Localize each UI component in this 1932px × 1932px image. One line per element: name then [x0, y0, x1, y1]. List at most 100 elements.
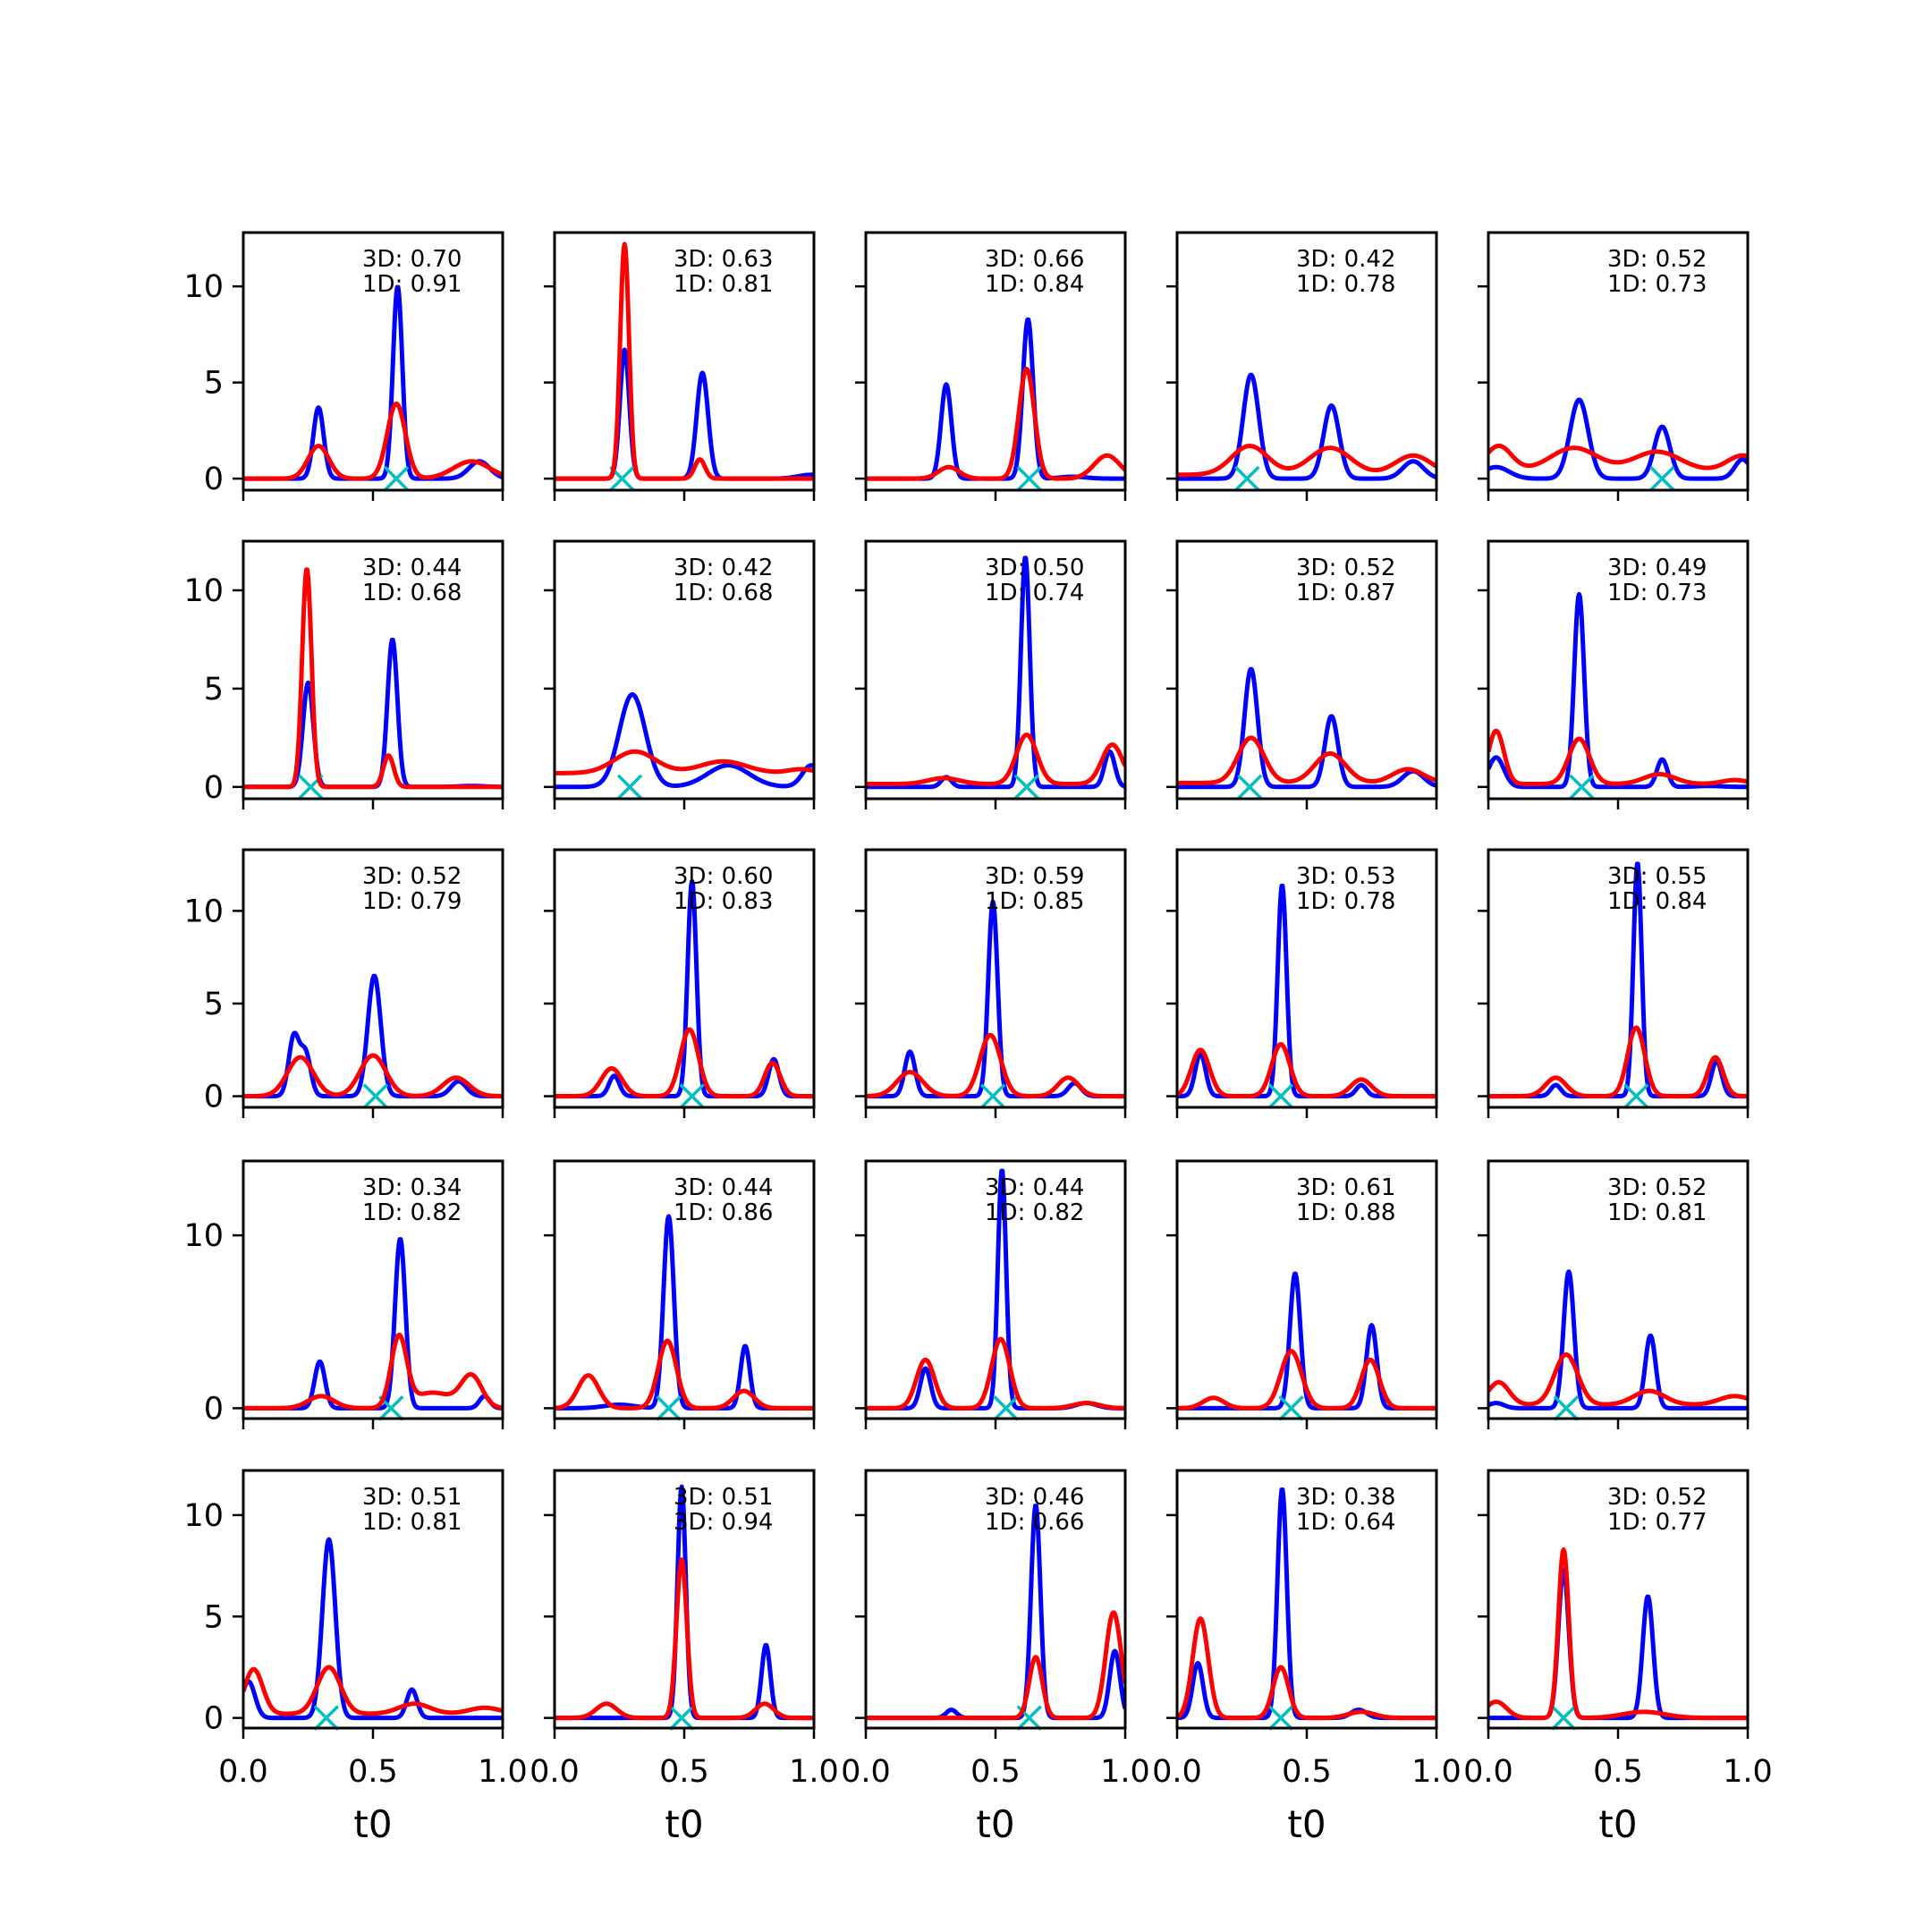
annotation-3d: 3D: 0.52 [1296, 555, 1395, 581]
red-series-line [1488, 1025, 1748, 1099]
annotation-1d: 1D: 0.78 [1296, 888, 1395, 915]
red-series-line [1488, 1546, 1748, 1721]
annotation-3d: 3D: 0.38 [1296, 1484, 1395, 1511]
x-axis-label: t0 [1598, 1802, 1637, 1846]
x-tick-label: 0.0 [530, 1754, 580, 1790]
x-tick-label: 0.0 [218, 1754, 268, 1790]
cross-marker [383, 465, 410, 492]
x-tick-label: 1.0 [789, 1754, 839, 1790]
x-tick-label: 0.0 [1152, 1754, 1202, 1790]
annotation-1d: 1D: 0.66 [985, 1509, 1084, 1536]
x-tick-label: 1.0 [1411, 1754, 1462, 1790]
cross-marker [616, 774, 643, 801]
red-series-line [866, 1610, 1125, 1721]
red-series-line [243, 567, 503, 790]
annotation-3d: 3D: 0.60 [674, 863, 773, 890]
x-tick-label: 0.5 [1282, 1754, 1332, 1790]
red-series-line [1177, 1042, 1436, 1099]
annotation-3d: 3D: 0.66 [985, 246, 1084, 273]
annotation-3d: 3D: 0.42 [1296, 246, 1395, 273]
cross-marker [1267, 1705, 1294, 1731]
blue-series-line [1488, 591, 1748, 790]
red-series-line [866, 1032, 1125, 1099]
blue-series-line [243, 1537, 503, 1721]
red-series-line [1177, 1349, 1436, 1411]
annotation-1d: 1D: 0.84 [1607, 888, 1707, 915]
annotation-3d: 3D: 0.53 [1296, 863, 1395, 890]
blue-series-line [1488, 397, 1748, 481]
red-series-line [866, 1336, 1125, 1411]
cross-marker [1234, 465, 1260, 492]
annotation-3d: 3D: 0.42 [674, 555, 773, 581]
y-tick-label: 10 [183, 1498, 224, 1534]
annotation-1d: 1D: 0.78 [1296, 271, 1395, 298]
cross-marker [668, 1705, 695, 1731]
red-series-line [866, 367, 1125, 481]
y-tick-label: 0 [204, 462, 224, 497]
cross-marker [1623, 1083, 1649, 1109]
blue-series-line [1488, 1567, 1748, 1721]
annotation-1d: 1D: 0.81 [674, 271, 773, 298]
annotation-3d: 3D: 0.52 [362, 863, 462, 890]
blue-series-line [866, 317, 1125, 481]
annotation-1d: 1D: 0.91 [362, 271, 462, 298]
cross-marker [1550, 1705, 1577, 1731]
y-tick-label: 5 [204, 987, 224, 1022]
x-tick-label: 0.5 [970, 1754, 1021, 1790]
annotation-1d: 1D: 0.87 [1296, 580, 1395, 606]
y-tick-label: 10 [183, 1218, 224, 1254]
y-tick-label: 10 [183, 894, 224, 929]
cross-marker [656, 1395, 682, 1421]
annotation-1d: 1D: 0.86 [674, 1199, 773, 1226]
cross-marker [979, 1083, 1006, 1109]
y-tick-label: 0 [204, 1391, 224, 1427]
red-series-line [1177, 444, 1436, 478]
annotation-3d: 3D: 0.51 [674, 1484, 773, 1511]
annotation-3d: 3D: 0.52 [1607, 1174, 1707, 1201]
annotation-3d: 3D: 0.49 [1607, 555, 1707, 581]
annotation-3d: 3D: 0.51 [362, 1484, 462, 1511]
x-axis-label: t0 [665, 1802, 703, 1846]
x-tick-label: 0.0 [841, 1754, 891, 1790]
x-tick-label: 1.0 [1100, 1754, 1150, 1790]
red-series-line [555, 1557, 814, 1721]
annotation-1d: 1D: 0.81 [362, 1509, 462, 1536]
red-series-line [243, 1665, 503, 1716]
annotation-1d: 1D: 0.88 [1296, 1199, 1395, 1226]
red-series-line [866, 733, 1125, 787]
annotation-1d: 1D: 0.79 [362, 888, 462, 915]
cross-marker [1016, 465, 1042, 492]
annotation-1d: 1D: 0.85 [985, 888, 1084, 915]
blue-series-line [243, 638, 503, 790]
cross-marker [1569, 774, 1595, 801]
red-series-line [1488, 728, 1748, 787]
y-tick-label: 0 [204, 770, 224, 806]
x-axis-label: t0 [976, 1802, 1014, 1846]
blue-series-line [1177, 372, 1436, 481]
x-tick-label: 1.0 [478, 1754, 528, 1790]
cross-marker [1649, 465, 1675, 492]
annotation-1d: 1D: 0.68 [674, 580, 773, 606]
x-axis-label: t0 [353, 1802, 392, 1846]
cross-marker [1236, 774, 1263, 801]
blue-series-line [866, 555, 1125, 790]
red-series-line [555, 1027, 814, 1099]
red-series-line [1177, 1616, 1436, 1721]
annotation-1d: 1D: 0.68 [362, 580, 462, 606]
red-series-line [243, 1332, 503, 1411]
blue-series-line [555, 1484, 814, 1721]
annotation-3d: 3D: 0.44 [985, 1174, 1084, 1201]
annotation-1d: 1D: 0.73 [1607, 271, 1707, 298]
annotation-1d: 1D: 0.81 [1607, 1199, 1707, 1226]
annotation-3d: 3D: 0.46 [985, 1484, 1084, 1511]
annotation-1d: 1D: 0.64 [1296, 1509, 1395, 1536]
cross-marker [1553, 1395, 1580, 1421]
y-tick-label: 5 [204, 366, 224, 402]
